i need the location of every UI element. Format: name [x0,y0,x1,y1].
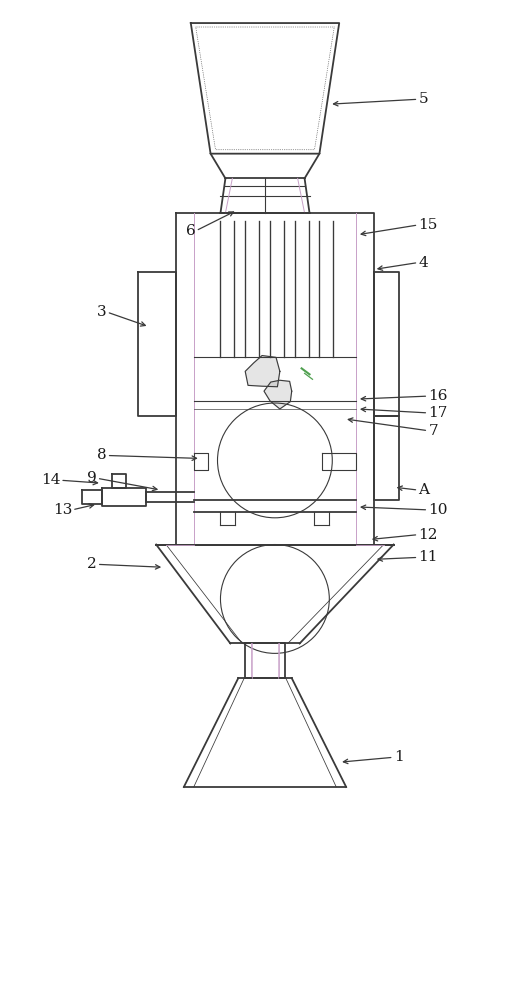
Text: 13: 13 [52,503,72,517]
Text: 12: 12 [418,528,438,542]
Text: 5: 5 [418,92,428,106]
Text: 3: 3 [97,305,107,319]
Text: 7: 7 [428,424,438,438]
Text: A: A [418,483,429,497]
Text: 6: 6 [186,224,196,238]
Text: 9: 9 [87,471,97,485]
Polygon shape [264,380,292,409]
Text: 8: 8 [97,448,107,462]
Text: 17: 17 [428,406,448,420]
Text: 16: 16 [428,389,448,403]
Text: 4: 4 [418,256,428,270]
Text: 15: 15 [418,218,438,232]
Text: 10: 10 [428,503,448,517]
Polygon shape [245,356,280,387]
Text: 1: 1 [394,750,403,764]
Text: 11: 11 [418,550,438,564]
Text: 2: 2 [87,557,97,571]
Text: 14: 14 [41,473,60,487]
